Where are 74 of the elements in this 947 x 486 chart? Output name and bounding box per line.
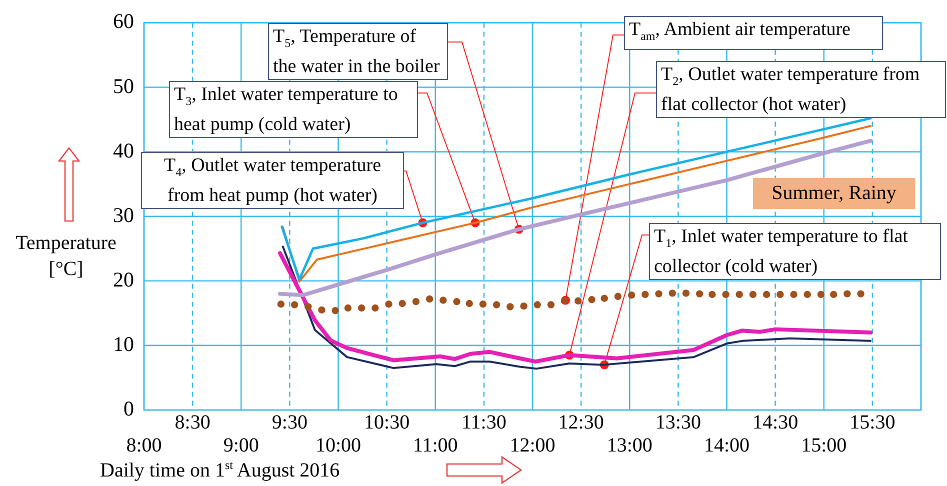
point <box>479 300 487 308</box>
point <box>372 304 379 312</box>
point <box>344 304 352 312</box>
y-tick-label: 60 <box>113 9 134 34</box>
point <box>332 306 339 314</box>
x2-tick-label: 12:30 <box>558 411 604 434</box>
point <box>547 301 555 308</box>
point <box>453 298 460 306</box>
point <box>614 292 622 300</box>
point <box>804 290 811 298</box>
x2-tick-label: 14:30 <box>752 411 798 434</box>
point <box>412 298 420 306</box>
x2-tick-label: 15:30 <box>850 411 896 434</box>
point <box>290 301 298 308</box>
point <box>655 290 662 298</box>
point <box>830 290 838 298</box>
point <box>682 290 690 297</box>
point <box>426 295 434 303</box>
point <box>776 290 784 298</box>
point <box>790 290 798 298</box>
point <box>600 294 608 302</box>
point <box>398 300 406 308</box>
y-tick-label: 10 <box>113 332 134 356</box>
point <box>628 292 636 299</box>
annotation: T$_{3}$, Inlet water temperature to heat pump (cold water) <box>169 81 418 138</box>
point <box>358 304 366 312</box>
x2-tick-label: 13:30 <box>655 411 701 434</box>
annotation: T$_{am}$, Ambient air temperature <box>624 16 883 50</box>
point <box>642 290 649 298</box>
point <box>588 296 596 304</box>
point <box>492 301 500 308</box>
annotation: T$_{1}$, Inlet water temperature to flat collector (cold water) <box>649 223 941 280</box>
point <box>574 297 582 305</box>
x-tick-label: 11:00 <box>412 434 458 456</box>
annotation: T$_{2}$, Outlet water temperature from flat collector (hot water) <box>656 61 946 118</box>
x-tick-label: 14:00 <box>704 434 750 456</box>
x2-tick-label: 8:30 <box>174 411 210 434</box>
y-tick-label: 50 <box>113 74 134 98</box>
y-tick-label: 30 <box>113 202 134 227</box>
x2-tick-label: 10:30 <box>364 411 410 434</box>
point <box>440 296 447 304</box>
x-tick-label: 12:00 <box>510 434 556 456</box>
point <box>749 290 757 298</box>
point <box>762 290 770 298</box>
point <box>466 300 473 308</box>
point <box>304 303 312 310</box>
y-tick-label: 40 <box>113 138 134 162</box>
x-tick-label: 13:00 <box>606 434 652 456</box>
x-tick-label: 15:00 <box>801 434 847 456</box>
point <box>857 290 864 298</box>
x-tick-label: 9:00 <box>223 434 259 456</box>
y-tick-label: 0 <box>124 396 134 421</box>
point <box>668 290 676 297</box>
annotation: T$_{4}$, Outlet water temperature from heat pump (hot water) <box>141 152 404 209</box>
x-tick-label: 10:00 <box>315 434 362 456</box>
point <box>385 300 392 308</box>
point <box>696 290 704 298</box>
point <box>844 290 851 298</box>
x-axis-title: Daily time on 1$^{st}$ August 2016 <box>100 458 340 483</box>
point <box>318 306 326 314</box>
point <box>506 303 514 310</box>
point <box>520 302 528 310</box>
x2-tick-label: 9:30 <box>272 411 308 434</box>
annotation: Summer, Rainy <box>753 178 915 209</box>
x-tick-label: 8:00 <box>126 434 162 456</box>
point <box>722 290 730 298</box>
x2-tick-label: 11:30 <box>462 411 506 434</box>
point <box>708 290 716 298</box>
point <box>534 301 541 308</box>
point <box>817 290 825 298</box>
y-tick-label: 20 <box>113 267 134 292</box>
annotation: T$_{5}$, Temperature of the water in the boiler <box>268 23 448 80</box>
point <box>277 300 285 308</box>
point <box>736 290 743 298</box>
